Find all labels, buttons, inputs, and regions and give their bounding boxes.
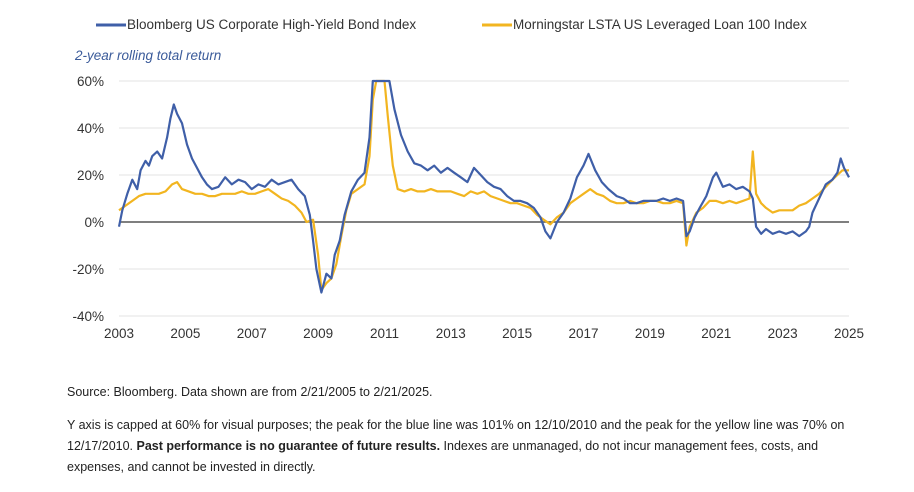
x-tick-label: 2013: [436, 326, 466, 341]
series-line-loan: [118, 79, 849, 292]
legend-label-loan: Morningstar LSTA US Leveraged Loan 100 I…: [513, 17, 807, 32]
caption-bold-text: Past performance is no guarantee of futu…: [136, 439, 441, 453]
y-tick-label: 60%: [77, 74, 104, 89]
x-tick-label: 2023: [768, 326, 798, 341]
series-lines: [117, 79, 850, 294]
x-tick-label: 2005: [170, 326, 200, 341]
legend-item-hy: Bloomberg US Corporate High-Yield Bond I…: [96, 17, 416, 32]
x-tick-label: 2021: [701, 326, 731, 341]
series-line-hy: [117, 79, 850, 294]
x-tick-label: 2011: [370, 326, 399, 341]
line-chart: Bloomberg US Corporate High-Yield Bond I…: [72, 17, 864, 341]
x-tick-label: 2009: [303, 326, 333, 341]
x-tick-label: 2025: [834, 326, 864, 341]
x-axis-ticks: 2003 2005 2007 2009 2011 2013 2015 2017 2019 2021…: [104, 326, 864, 341]
y-tick-label: -40%: [72, 309, 104, 324]
y-axis-ticks: 60% 40% 20% 0% -20% -40%: [72, 74, 104, 324]
caption-note: Y axis is capped at 60% for visual purpo…: [67, 415, 867, 478]
x-tick-label: 2017: [569, 326, 599, 341]
caption-text-end: Indexes are unmanaged, do not incur mana…: [67, 439, 819, 474]
legend: Bloomberg US Corporate High-Yield Bond I…: [96, 17, 807, 32]
legend-item-loan: Morningstar LSTA US Leveraged Loan 100 I…: [482, 17, 807, 32]
caption-text: Y axis is capped at 60% for visual purpo…: [67, 418, 845, 453]
gridlines: [119, 80, 849, 317]
y-tick-label: 20%: [77, 168, 104, 183]
y-tick-label: 0%: [84, 215, 104, 230]
x-tick-label: 2003: [104, 326, 134, 341]
source-note: Source: Bloomberg. Data shown are from 2…: [67, 385, 433, 399]
y-tick-label: -20%: [72, 262, 104, 277]
y-tick-label: 40%: [77, 121, 104, 136]
legend-label-hy: Bloomberg US Corporate High-Yield Bond I…: [127, 17, 416, 32]
x-tick-label: 2007: [237, 326, 267, 341]
x-tick-label: 2015: [502, 326, 532, 341]
x-tick-label: 2019: [635, 326, 665, 341]
chart-subtitle: 2-year rolling total return: [74, 48, 221, 63]
